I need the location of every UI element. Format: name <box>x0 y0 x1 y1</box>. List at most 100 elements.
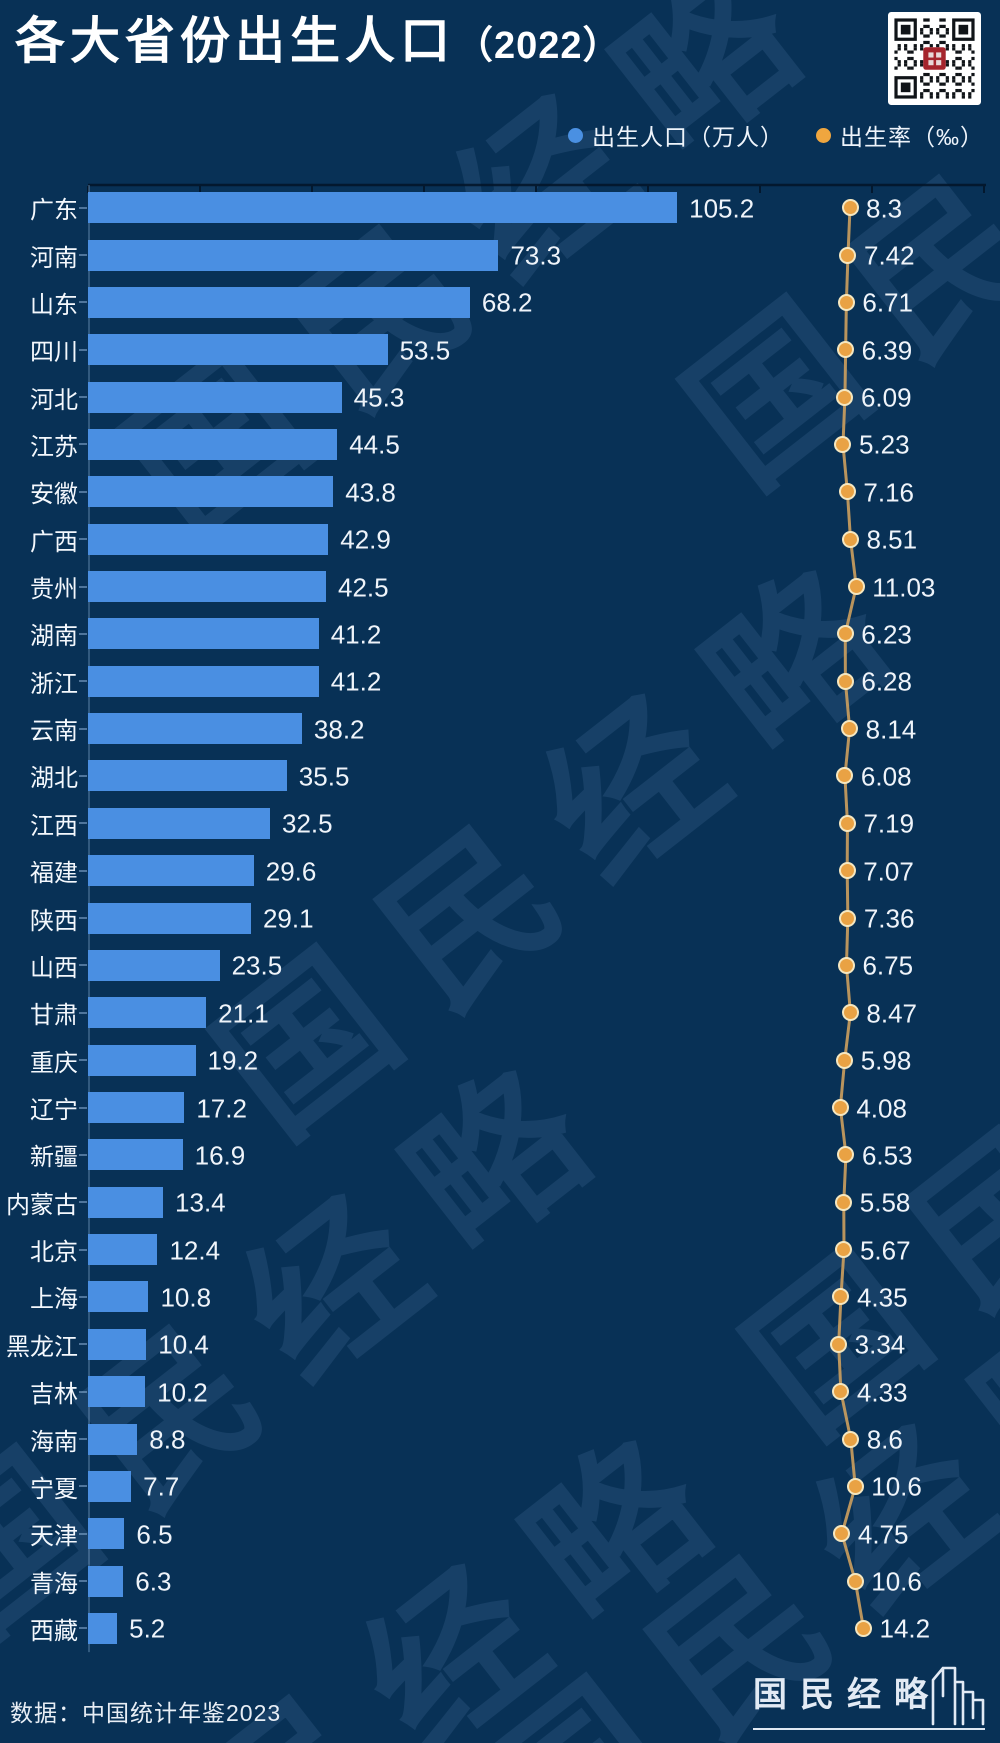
population-value: 38.2 <box>313 714 365 745</box>
category-tick <box>79 964 87 967</box>
population-bar <box>88 1139 183 1171</box>
legend-population-dot-icon <box>568 127 583 143</box>
province-label: 吉林 <box>30 1381 78 1409</box>
province-label: 湖北 <box>30 765 78 793</box>
birth-rate-value: 8.6 <box>866 1424 903 1455</box>
population-bar <box>88 1565 124 1597</box>
chart-row: 辽宁 17.2 4.08 <box>0 1084 1000 1131</box>
chart-row: 山西 23.5 6.75 <box>0 942 1000 989</box>
chart-row: 湖北 35.5 6.08 <box>0 752 1000 799</box>
category-tick <box>79 1153 87 1156</box>
chart-row: 浙江 41.2 6.28 <box>0 658 1000 705</box>
province-label: 西藏 <box>30 1617 78 1645</box>
chart-row: 福建 29.6 7.07 <box>0 847 1000 894</box>
population-value: 41.2 <box>330 619 382 650</box>
population-bar <box>88 1044 196 1076</box>
chart-row: 内蒙古 13.4 5.58 <box>0 1179 1000 1226</box>
province-label: 山东 <box>30 291 78 319</box>
birth-rate-value: 4.75 <box>857 1519 909 1550</box>
qr-code <box>888 12 981 105</box>
population-bar <box>88 949 220 981</box>
birth-rate-dot <box>835 1193 853 1211</box>
category-tick <box>79 348 87 351</box>
brand-underline <box>753 1728 985 1730</box>
chart-row: 江苏 44.5 5.23 <box>0 421 1000 468</box>
birth-rate-dot <box>837 293 855 311</box>
category-tick <box>79 1248 87 1251</box>
birth-rate-value: 6.09 <box>860 382 912 413</box>
category-tick <box>79 1011 87 1014</box>
chart-row: 四川 53.5 6.39 <box>0 326 1000 373</box>
chart-row: 湖南 41.2 6.23 <box>0 610 1000 657</box>
chart-row: 江西 32.5 7.19 <box>0 800 1000 847</box>
birth-rate-dot <box>832 1288 850 1306</box>
birth-rate-value: 6.53 <box>861 1140 913 1171</box>
province-label: 重庆 <box>30 1049 78 1077</box>
birth-rate-dot <box>832 1383 850 1401</box>
category-tick <box>79 727 87 730</box>
population-value: 53.5 <box>399 335 451 366</box>
population-bar <box>88 286 470 318</box>
province-label: 宁夏 <box>30 1475 78 1503</box>
legend-rate-dot-icon <box>816 127 831 143</box>
province-label: 贵州 <box>30 576 78 604</box>
birth-rate-value: 7.36 <box>863 903 915 934</box>
population-value: 68.2 <box>481 287 533 318</box>
population-bar <box>88 665 319 697</box>
birth-rate-value: 5.23 <box>858 429 910 460</box>
birth-rate-dot <box>834 435 852 453</box>
birth-rate-value: 6.39 <box>861 335 913 366</box>
population-bar <box>88 571 326 603</box>
birth-rate-value: 7.19 <box>863 808 915 839</box>
chart-row: 河南 73.3 7.42 <box>0 231 1000 278</box>
population-value: 35.5 <box>298 761 350 792</box>
chart-row: 海南 8.8 8.6 <box>0 1415 1000 1462</box>
population-bar <box>88 902 251 934</box>
population-bar <box>88 618 319 650</box>
birth-rate-dot <box>838 483 856 501</box>
category-tick <box>79 822 87 825</box>
chart-row: 吉林 10.2 4.33 <box>0 1368 1000 1415</box>
chart-row: 安徽 43.8 7.16 <box>0 468 1000 515</box>
birth-rate-value: 8.51 <box>866 524 918 555</box>
chart-row: 北京 12.4 5.67 <box>0 1226 1000 1273</box>
population-value: 17.2 <box>196 1093 247 1123</box>
province-label: 上海 <box>30 1286 78 1314</box>
birth-rate-dot <box>835 1241 853 1259</box>
province-label: 安徽 <box>30 481 78 509</box>
birth-rate-dot <box>836 1051 854 1069</box>
birth-rate-dot <box>839 246 857 264</box>
population-value: 41.2 <box>330 666 382 697</box>
birth-rate-value: 8.47 <box>866 998 917 1029</box>
birth-rate-dot <box>846 1477 864 1495</box>
category-tick <box>79 443 87 446</box>
chart-row: 河北 45.3 6.09 <box>0 373 1000 420</box>
birth-rate-dot <box>836 388 854 406</box>
birth-rate-dot <box>847 578 865 596</box>
category-tick <box>79 490 87 493</box>
chart-row: 西藏 5.2 14.2 <box>0 1605 1000 1652</box>
province-label: 甘肃 <box>30 1002 78 1030</box>
province-label: 陕西 <box>30 907 78 935</box>
chart-row: 甘肃 21.1 8.47 <box>0 989 1000 1036</box>
birth-rate-value: 5.67 <box>859 1235 911 1266</box>
category-tick <box>79 1438 87 1441</box>
birth-rate-value: 4.33 <box>856 1377 908 1408</box>
population-value: 42.5 <box>338 572 389 603</box>
buildings-icon <box>931 1666 985 1726</box>
page-title-year: （2022） <box>455 25 622 67</box>
population-value: 7.7 <box>143 1471 180 1502</box>
chart-row: 广东 105.2 8.3 <box>0 184 1000 231</box>
birth-rate-value: 5.58 <box>859 1187 911 1218</box>
chart-row: 新疆 16.9 6.53 <box>0 1131 1000 1178</box>
province-label: 新疆 <box>30 1144 78 1172</box>
population-value: 8.8 <box>149 1424 186 1455</box>
birth-rate-value: 4.08 <box>856 1093 907 1123</box>
legend-population-label: 出生人口（万人） <box>592 124 784 150</box>
page-title: 各大省份出生人口（2022） <box>15 14 622 69</box>
population-value: 73.3 <box>510 240 562 271</box>
province-label: 浙江 <box>30 670 78 698</box>
birth-rate-dot <box>837 956 855 974</box>
population-bar <box>88 334 388 366</box>
province-label: 河北 <box>30 386 78 414</box>
